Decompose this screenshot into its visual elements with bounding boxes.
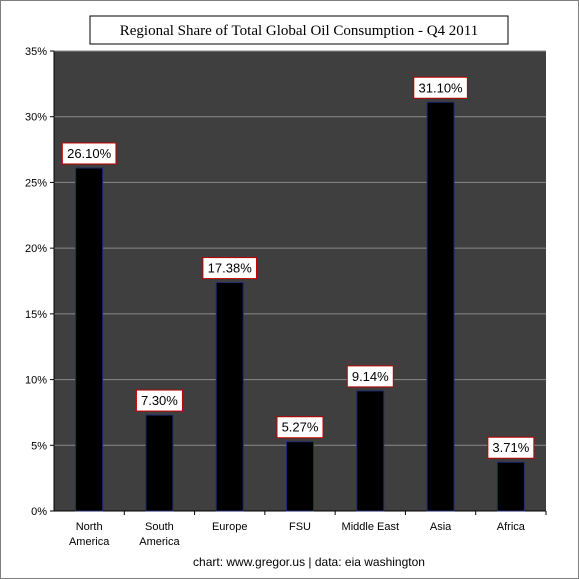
y-tick-label: 0%	[31, 506, 47, 518]
chart-title-group: Regional Share of Total Global Oil Consu…	[89, 15, 509, 45]
data-label: 7.30%	[141, 393, 178, 408]
data-label: 9.14%	[352, 369, 389, 384]
chart-title-box	[89, 15, 509, 45]
data-label: 3.71%	[492, 440, 529, 455]
data-label-box	[413, 76, 468, 99]
y-tick-label: 30%	[25, 112, 47, 124]
y-tick-label: 25%	[25, 177, 47, 189]
bar	[286, 441, 314, 512]
data-label: 17.38%	[208, 261, 253, 276]
data-label-box	[487, 436, 535, 459]
bar	[145, 414, 174, 512]
x-category-label: FSU	[289, 521, 311, 533]
y-tick-label: 20%	[25, 243, 47, 255]
y-tick-label: 10%	[25, 375, 47, 387]
x-category-label: Asia	[430, 521, 452, 533]
y-tick-label: 15%	[25, 309, 47, 321]
data-label-box	[202, 257, 258, 280]
data-label: 5.27%	[282, 420, 319, 435]
data-label-box	[276, 416, 324, 439]
chart-credit: chart: www.gregor.us | data: eia washing…	[193, 555, 425, 569]
data-label-box	[61, 142, 117, 165]
x-category-label: Europe	[212, 521, 247, 533]
x-category-label: America	[69, 536, 110, 548]
data-label: 31.10%	[419, 80, 464, 95]
x-category-label: North	[76, 521, 103, 533]
x-category-label: Africa	[497, 521, 526, 533]
data-label-box	[346, 365, 394, 388]
bar	[215, 282, 244, 512]
y-tick-label: 5%	[31, 440, 47, 452]
x-category-label: America	[139, 536, 180, 548]
x-category-label: South	[145, 521, 174, 533]
x-category-label: Middle East	[342, 521, 399, 533]
chart-title: Regional Share of Total Global Oil Consu…	[120, 23, 479, 39]
bar	[496, 461, 525, 512]
bar	[356, 390, 385, 512]
data-label-box	[135, 389, 183, 412]
bar	[426, 101, 455, 512]
data-label: 26.10%	[67, 146, 112, 161]
y-tick-label: 35%	[25, 46, 47, 58]
bar	[75, 167, 104, 512]
